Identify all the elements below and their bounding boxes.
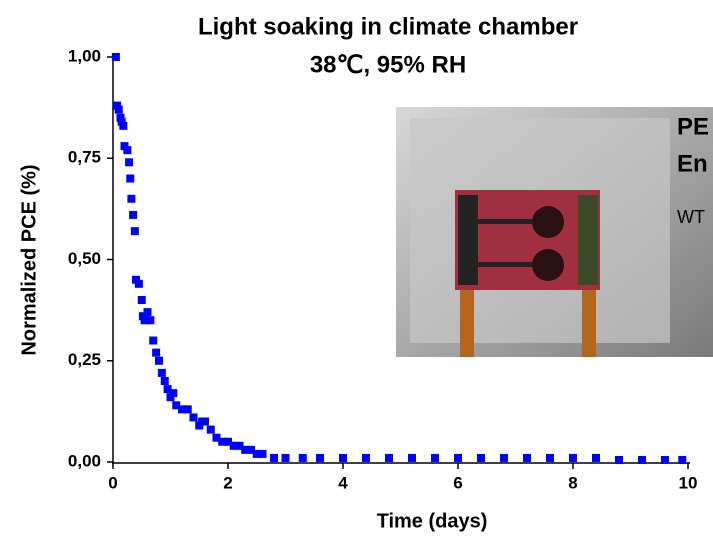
data-point <box>224 437 232 446</box>
data-point <box>592 453 600 462</box>
data-point <box>201 417 209 426</box>
y-tick-label: 0,00 <box>68 451 101 470</box>
data-point <box>235 441 244 450</box>
data-point <box>408 453 416 462</box>
x-tick-label: 0 <box>108 473 117 492</box>
data-point <box>169 389 178 398</box>
data-point <box>195 421 204 430</box>
data-point <box>116 113 125 122</box>
data-point <box>339 453 347 462</box>
data-point <box>157 368 166 377</box>
x-tick-label: 4 <box>338 473 348 492</box>
data-point <box>111 53 120 61</box>
data-point <box>678 455 687 464</box>
data-point <box>143 308 152 317</box>
data-point <box>362 453 370 462</box>
data-point <box>247 445 255 454</box>
y-tick-label: 1,00 <box>68 46 101 65</box>
data-point <box>252 449 261 458</box>
data-point <box>270 453 278 462</box>
data-point <box>126 174 135 183</box>
data-point <box>129 210 138 219</box>
data-point <box>172 401 181 410</box>
x-tick-label: 6 <box>453 473 462 492</box>
data-point <box>127 194 136 203</box>
data-point <box>206 425 215 434</box>
data-point <box>132 275 140 284</box>
data-point <box>155 356 163 365</box>
data-point <box>218 437 227 446</box>
data-point <box>316 453 324 462</box>
data-point <box>258 449 267 458</box>
data-point <box>431 453 439 462</box>
data-point <box>281 453 290 462</box>
data-point <box>183 405 192 414</box>
data-point <box>125 158 134 167</box>
inset-photo <box>396 107 713 357</box>
x-tick-label: 2 <box>223 473 232 492</box>
x-tick-label: 10 <box>679 473 698 492</box>
data-point <box>178 405 186 414</box>
data-point <box>134 279 143 288</box>
data-point <box>477 453 485 462</box>
x-tick-label: 8 <box>568 473 577 492</box>
y-axis-label: Normalized PCE (%) <box>18 164 40 355</box>
y-tick-label: 0,75 <box>68 148 101 167</box>
data-point <box>298 453 307 462</box>
data-point <box>149 336 158 345</box>
data-point <box>454 453 462 462</box>
data-point <box>119 121 128 130</box>
y-tick-label: 0,25 <box>68 350 101 369</box>
data-point <box>523 453 531 462</box>
data-point <box>113 101 122 110</box>
data-point <box>569 453 577 462</box>
annotation: WT <box>677 207 705 227</box>
data-point <box>123 146 132 155</box>
data-point <box>130 227 139 236</box>
data-point <box>615 455 623 464</box>
data-point <box>189 413 198 422</box>
data-point <box>152 348 161 357</box>
y-tick-label: 0,50 <box>68 249 101 268</box>
data-point <box>229 441 238 450</box>
data-point <box>163 385 172 394</box>
chart-title: Light soaking in climate chamber <box>198 13 578 40</box>
data-point <box>241 445 250 454</box>
data-point <box>166 393 175 402</box>
data-point <box>385 453 393 462</box>
data-point <box>120 142 129 151</box>
data-point <box>146 316 155 325</box>
chart-subtitle: 38℃, 95% RH <box>310 51 466 78</box>
data-point <box>546 453 554 462</box>
data-point <box>114 105 123 114</box>
data-point <box>661 455 669 464</box>
data-point <box>500 453 508 462</box>
data-point <box>212 433 221 442</box>
annotation: En <box>677 150 708 177</box>
data-point <box>638 455 646 464</box>
data-point <box>140 316 149 325</box>
data-point <box>160 377 169 385</box>
annotation: PE <box>677 113 709 140</box>
x-axis-label: Time (days) <box>377 510 488 532</box>
data-point <box>138 312 147 321</box>
data-point <box>137 296 146 304</box>
data-point <box>117 117 126 126</box>
